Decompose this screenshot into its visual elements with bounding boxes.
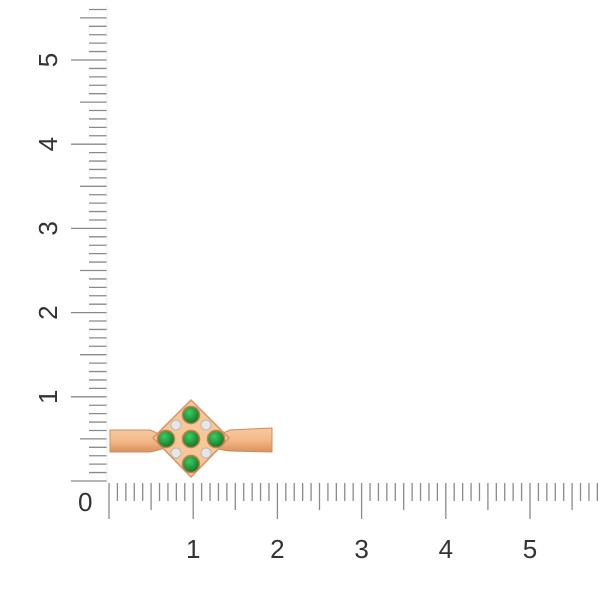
horizontal-unit-label: 4 xyxy=(439,534,453,564)
emerald-stone xyxy=(181,454,201,474)
diamond-stone xyxy=(170,447,182,459)
vertical-unit-label: 3 xyxy=(33,221,63,235)
zero-label: 0 xyxy=(78,487,92,517)
horizontal-ruler: 1 2 3 4 5 xyxy=(108,483,599,564)
emerald-stone xyxy=(181,429,201,449)
vertical-unit-label: 2 xyxy=(33,305,63,319)
emerald-stone xyxy=(181,405,201,425)
horizontal-unit-label: 3 xyxy=(354,534,368,564)
diamond-stone xyxy=(200,419,212,431)
ring-image xyxy=(109,398,273,479)
vertical-unit-label: 1 xyxy=(33,390,63,404)
vertical-unit-label: 5 xyxy=(33,53,63,67)
emerald-stone xyxy=(156,429,176,449)
horizontal-unit-label: 5 xyxy=(523,534,537,564)
horizontal-unit-label: 2 xyxy=(270,534,284,564)
emerald-stone xyxy=(206,429,226,449)
horizontal-unit-label: 1 xyxy=(186,534,200,564)
vertical-unit-label: 4 xyxy=(33,137,63,151)
vertical-ruler: 1 2 3 4 5 xyxy=(33,6,108,482)
diamond-stone xyxy=(170,419,182,431)
diamond-stone xyxy=(200,447,212,459)
